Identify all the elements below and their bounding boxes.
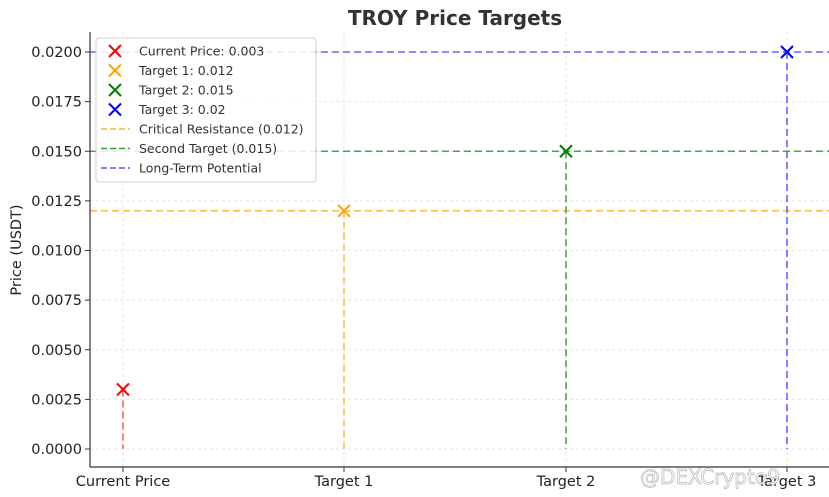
vertical-drop-lines: [122, 52, 788, 449]
y-tick-label: 0.0175: [31, 95, 82, 111]
marker-stroke: [108, 44, 122, 58]
marker-stroke: [108, 63, 122, 78]
y-tick-label: 0.0200: [31, 45, 82, 61]
legend-item-label: Current Price: 0.003: [139, 44, 264, 59]
x-tick-label: Current Price: [76, 474, 171, 490]
legend-item-label: Long-Term Potential: [139, 161, 262, 176]
y-tick-label: 0.0150: [31, 144, 82, 160]
legend-item-label: Second Target (0.015): [139, 141, 277, 156]
target-markers: [116, 45, 794, 397]
legend-item-label: Target 1: 0.012: [138, 63, 234, 78]
y-tick-label: 0.0025: [31, 392, 82, 408]
y-tick-label: 0.0075: [31, 293, 82, 309]
marker-stroke: [780, 45, 794, 59]
legend-box: [95, 37, 317, 183]
y-axis-ticks: 0.0000 0.0025 0.0050 0.0075 0.0100 0.0125 0.01…: [31, 45, 90, 458]
legend-x-marker-icon: [108, 102, 122, 117]
x-marker-icon: [780, 45, 794, 59]
legend-x-marker-icon: [108, 63, 122, 78]
legend-item-label: Target 3: 0.02: [138, 102, 226, 117]
x-marker-icon: [559, 144, 573, 158]
x-tick-label: Target 2: [536, 474, 596, 490]
chart-title: TROY Price Targets: [348, 6, 562, 30]
x-tick-label: Target 3: [757, 474, 817, 490]
y-tick-label: 0.0125: [31, 194, 82, 210]
x-axis-ticks: Current Price Target 1 Target 2 Target 3: [76, 467, 817, 490]
legend: Current Price: 0.003 Target 1: 0.012 Targe…: [95, 37, 317, 183]
marker-stroke: [559, 144, 573, 158]
marker-stroke: [108, 83, 122, 97]
y-tick-label: 0.0000: [31, 442, 82, 458]
legend-x-marker-icon: [108, 44, 122, 58]
legend-item-label: Critical Resistance (0.012): [139, 122, 304, 137]
marker-stroke: [108, 102, 122, 117]
marker-stroke: [116, 382, 130, 397]
y-tick-label: 0.0050: [31, 343, 82, 359]
watermark: @DEXCrypto9: [640, 465, 780, 489]
x-tick-label: Target 1: [314, 474, 374, 490]
y-axis-label: Price (USDT): [9, 204, 25, 295]
legend-item-label: Target 2: 0.015: [138, 83, 234, 98]
marker-stroke: [337, 204, 351, 218]
legend-x-marker-icon: [108, 83, 122, 97]
x-marker-icon: [337, 204, 351, 218]
x-marker-icon: [116, 382, 130, 397]
y-tick-label: 0.0100: [31, 244, 82, 260]
